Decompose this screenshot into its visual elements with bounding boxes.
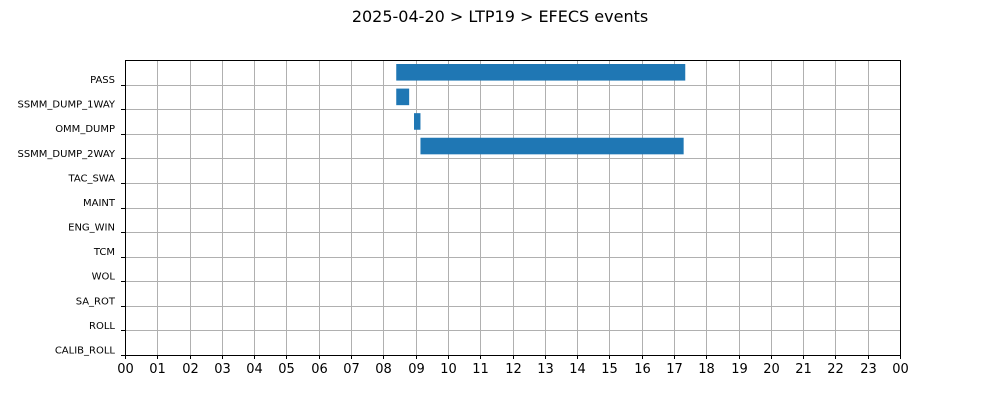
x-tick-label: 13 xyxy=(537,362,554,377)
x-tick-label: 02 xyxy=(182,362,199,377)
x-tick-label: 15 xyxy=(601,362,618,377)
y-category-label: PASS xyxy=(90,75,115,86)
event-bar-pass xyxy=(396,64,686,81)
axes: 00 01 02 03 04 05 06 07 08 09 10 11 12 13 14 15 16 17 18 19… xyxy=(17,75,908,377)
y-category-label: TCM xyxy=(93,247,115,258)
x-tick-label: 22 xyxy=(827,362,844,377)
x-tick-label: 17 xyxy=(666,362,683,377)
x-tick-label: 06 xyxy=(311,362,328,377)
x-tick-label: 19 xyxy=(731,362,748,377)
x-tick-label: 01 xyxy=(149,362,166,377)
y-category-label: ENG_WIN xyxy=(68,223,115,234)
x-tick-label: 00 xyxy=(117,362,134,377)
event-bars xyxy=(396,64,686,155)
x-tick-label: 12 xyxy=(505,362,522,377)
event-bar-ssmm-dump-1way xyxy=(396,88,410,106)
x-tick-label: 09 xyxy=(408,362,425,377)
event-bar-omm-dump xyxy=(414,113,421,130)
x-tick-label: 16 xyxy=(634,362,651,377)
y-category-label: WOL xyxy=(92,272,116,283)
y-category-label: OMM_DUMP xyxy=(55,124,115,135)
y-category-label: SA_ROT xyxy=(76,296,116,307)
y-category-label: CALIB_ROLL xyxy=(55,345,116,356)
y-category-label: ROLL xyxy=(89,321,115,332)
x-tick-label: 11 xyxy=(472,362,489,377)
x-tick-label: 20 xyxy=(763,362,780,377)
x-tick-label: 05 xyxy=(278,362,295,377)
x-tick-label: 00 xyxy=(892,362,909,377)
x-tick-label: 21 xyxy=(795,362,812,377)
chart-title: 2025-04-20 > LTP19 > EFECS events xyxy=(352,7,648,26)
y-category-label: SSMM_DUMP_2WAY xyxy=(17,149,115,160)
x-tick-label: 08 xyxy=(375,362,392,377)
x-tick-label: 14 xyxy=(569,362,586,377)
x-tick-label: 18 xyxy=(698,362,715,377)
x-tick-label: 23 xyxy=(860,362,877,377)
y-category-label: SSMM_DUMP_1WAY xyxy=(17,100,115,111)
x-tick-label: 10 xyxy=(440,362,457,377)
x-tick-label: 07 xyxy=(343,362,360,377)
x-tick-label: 04 xyxy=(246,362,263,377)
plot-frame xyxy=(125,60,901,356)
grid-lines xyxy=(125,60,901,356)
event-bar-ssmm-dump-2way xyxy=(420,137,684,155)
x-tick-label: 03 xyxy=(214,362,231,377)
y-category-label: TAC_SWA xyxy=(67,173,115,184)
y-category-label: MAINT xyxy=(83,198,116,209)
